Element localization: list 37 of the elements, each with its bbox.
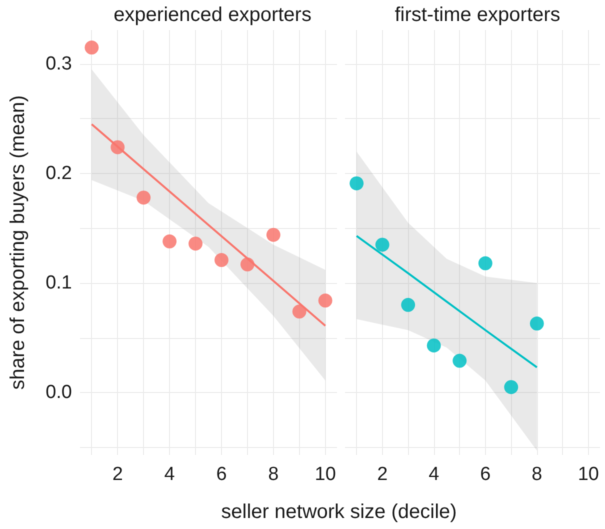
x-tick-label: 2 (112, 464, 123, 485)
x-tick-label: 8 (532, 464, 542, 485)
point (452, 354, 467, 368)
x-tick-label: 10 (578, 464, 599, 485)
point (292, 304, 306, 319)
point (530, 316, 544, 331)
y-axis-title: share of exporting buyers (mean) (7, 95, 29, 390)
point (266, 228, 280, 242)
point (188, 236, 203, 251)
point (318, 294, 332, 308)
y-tick-label: 0.2 (46, 162, 72, 184)
point (240, 257, 254, 272)
point (504, 380, 518, 394)
point (401, 298, 416, 312)
point (110, 140, 125, 154)
point (84, 40, 99, 55)
point (162, 234, 177, 248)
point (136, 190, 151, 205)
y-tick-label: 0.1 (46, 272, 72, 294)
line-series (90, 123, 326, 327)
x-tick-label: 10 (314, 464, 336, 485)
x-tick-label: 8 (268, 464, 279, 485)
x-tick-label: 2 (377, 464, 388, 485)
chart-title: first-time exporters (394, 4, 560, 26)
x-tick-label: 6 (216, 464, 227, 485)
x-tick-label: 4 (164, 464, 176, 485)
point (375, 238, 390, 252)
point (426, 338, 441, 352)
y-tick-label: 0.0 (46, 382, 72, 404)
x-axis-title: seller network size (decile) (220, 500, 458, 524)
x-tick-label: 4 (428, 464, 440, 485)
y-tick-label: 0.3 (46, 53, 72, 74)
point (478, 256, 492, 270)
x-tick-label: 6 (480, 464, 491, 485)
chart-title: experienced exporters (114, 4, 312, 26)
point (214, 253, 228, 268)
point (350, 176, 364, 190)
